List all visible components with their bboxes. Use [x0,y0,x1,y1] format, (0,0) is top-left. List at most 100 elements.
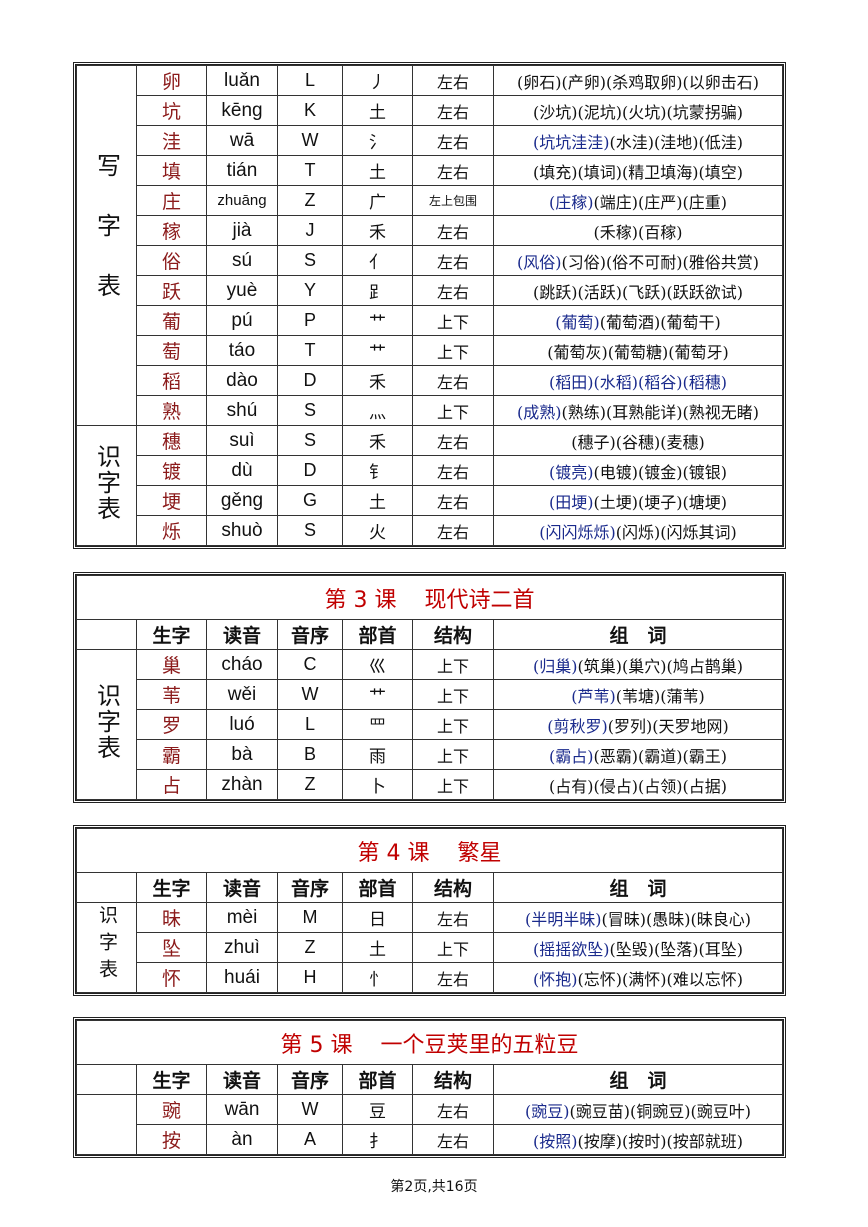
header-words: 组 词 [493,619,783,650]
header-char: 生字 [136,619,207,650]
cell-pinyin: tián [206,155,278,186]
word-entry: (天罗地网) [652,716,729,736]
cell-order: P [277,305,343,336]
table-row: 埂 gěng G 土左右 (田埂)(土埂)(埂子)(塘埂) [77,485,783,516]
cell-words: (豌豆)(豌豆苗)(铜豌豆)(豌豆叶) [493,1094,783,1125]
word-entry: (巢穴) [622,656,667,676]
word-entry: (水洼) [609,132,655,152]
cell-words: (葡萄)(葡萄酒)(葡萄干) [493,305,783,336]
table-row: 稼 jià J 禾左右 (禾稼)(百稼) [77,215,783,246]
cell-order: S [277,515,343,546]
word-entry: (麦穗) [660,432,705,452]
group-label: 写字表 [92,152,121,333]
word-entry: (精卫填海) [622,162,699,182]
cell-words: (剪秋罗)(罗列)(天罗地网) [493,709,783,740]
cell-radical: ⻊ [342,275,413,306]
cell-structure: 左右 [412,215,494,246]
word-entry: (跳跃) [533,282,578,302]
cell-order: G [277,485,343,516]
word-entry: (稻谷) [638,372,683,392]
group-label-cell [76,1094,137,1155]
header-structure: 结构 [412,619,494,650]
word-entry: (庄重) [682,192,728,212]
cell-char: 镀 [136,455,207,486]
header-order: 音序 [277,872,343,903]
word-entry: (占据) [682,776,728,796]
header-radical: 部首 [342,872,413,903]
table-row: 坑 kēng K 土左右 (沙坑)(泥坑)(火坑)(坑蒙拐骗) [77,95,783,126]
word-entry: (恶霸) [593,746,639,766]
cell-structure: 上下 [412,769,494,800]
cell-pinyin: shuò [206,515,278,546]
cell-pinyin: wā [206,125,278,156]
cell-radical: 禾 [342,215,413,246]
table-row: 葡 pú P 艹上下 (葡萄)(葡萄酒)(葡萄干) [77,305,783,336]
word-entry: (葡萄灰) [547,342,608,362]
cell-char: 填 [136,155,207,186]
cell-words: (稻田)(水稻)(稻谷)(稻穗) [493,365,783,396]
lesson-name: 繁星 [457,840,502,866]
cell-radical: 扌 [342,1124,413,1155]
word-entry: (芦苇) [571,686,616,706]
word-entry: (禾稼) [593,222,639,242]
word-entry: (低洼) [698,132,744,152]
cell-pinyin: pú [206,305,278,336]
table-row: 俗 sú S 亻左右 (风俗)(习俗)(俗不可耐)(雅俗共赏) [77,245,783,276]
cell-order: T [277,155,343,186]
cell-pinyin: mèi [206,902,278,933]
word-entry: (豌豆苗) [569,1101,631,1121]
cell-words: (摇摇欲坠)(坠毁)(坠落)(耳坠) [493,932,783,963]
cell-structure: 上下 [412,679,494,710]
cell-char: 萄 [136,335,207,366]
cell-char: 穗 [136,425,207,456]
cell-structure: 左右 [412,425,494,456]
word-entry: (庄稼) [549,192,594,212]
cell-radical: 忄 [342,962,413,993]
word-entry: (侵占) [593,776,639,796]
cell-char: 霸 [136,739,207,770]
table-row: 烁 shuò S 火左右 (闪闪烁烁)(闪烁)(闪烁其词) [77,515,783,546]
word-entry: (葡萄牙) [668,342,729,362]
word-entry: (归巢) [533,656,578,676]
cell-order: L [277,709,343,740]
cell-structure: 左右 [412,65,494,96]
word-entry: (闪烁) [615,522,661,542]
word-entry: (俗不可耐) [606,252,683,272]
cell-radical: 广 [342,185,413,216]
cell-structure: 上下 [412,739,494,770]
cell-radical: 豆 [342,1094,413,1125]
cell-structure: 左右 [412,515,494,546]
cell-words: (霸占)(恶霸)(霸道)(霸王) [493,739,783,770]
cell-order: A [277,1124,343,1155]
table-row: 识字表昧 mèi M 日左右 (半明半昧)(冒昧)(愚昧)(昧良心) [76,902,783,993]
cell-pinyin: yuè [206,275,278,306]
lesson-number: 第 3 课 [324,587,397,613]
cell-pinyin: suì [206,425,278,456]
cell-structure: 上下 [412,649,494,680]
word-entry: (冒昧) [601,909,647,929]
header-blank [76,872,137,903]
cell-pinyin: luó [206,709,278,740]
word-entry: (以卵击石) [682,72,760,92]
cell-words: (坑坑洼洼)(水洼)(洼地)(低洼) [493,125,783,156]
table-row: 识字表巢 cháo C 巛上下 (归巢)(筑巢)(巢穴)(鸠占鹊巢) [76,649,783,800]
cell-structure: 左右 [412,485,494,516]
word-entry: (产卵) [561,72,607,92]
cell-structure: 上下 [412,305,494,336]
word-entry: (土埂) [593,492,639,512]
word-entry: (闪闪烁烁) [539,522,616,542]
cell-radical: 亻 [342,245,413,276]
word-entry: (杀鸡取卵) [606,72,683,92]
cell-order: W [277,679,343,710]
cell-pinyin: kēng [206,95,278,126]
word-entry: (苇塘) [615,686,661,706]
lesson-title: 第 3 课 现代诗二首 [76,575,783,620]
word-entry: (电镀) [593,462,639,482]
table-row: 霸 bà B 雨上下 (霸占)(恶霸)(霸道)(霸王) [77,739,783,770]
group-label: 识字表 [96,904,118,986]
word-entry: (火坑) [622,102,667,122]
word-entry: (泥坑) [577,102,623,122]
cell-char: 俗 [136,245,207,276]
cell-structure: 上下 [412,395,494,426]
group-label-cell: 识字表 [76,649,137,800]
